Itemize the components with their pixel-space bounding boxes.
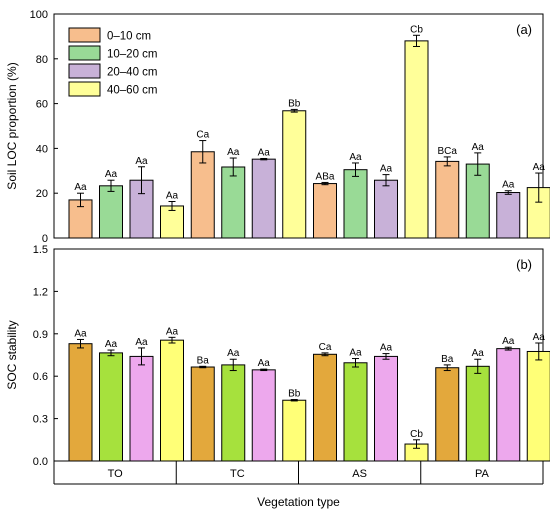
bar-significance-label: Aa — [349, 152, 362, 163]
bar-significance-label: Aa — [227, 147, 240, 158]
y-tick-label: 1.5 — [33, 244, 48, 256]
bar-significance-label: Aa — [349, 348, 362, 359]
y-tick-label: 60 — [36, 99, 48, 111]
bar-significance-label: ABa — [316, 171, 335, 182]
bar — [221, 364, 246, 462]
y-axis-title: Soil LOC proportion (%) — [5, 62, 19, 189]
bar — [496, 192, 521, 239]
x-category-label: AS — [352, 468, 367, 480]
bar — [68, 343, 93, 462]
y-tick-label: 0 — [42, 233, 48, 245]
bar — [129, 355, 154, 462]
bar — [190, 366, 215, 462]
bar-significance-label: Aa — [135, 156, 148, 167]
legend-swatch — [68, 63, 101, 79]
legend-swatch — [68, 27, 101, 43]
bar — [221, 166, 246, 239]
bar-significance-label: Cb — [410, 429, 423, 440]
y-tick-label: 0.6 — [33, 371, 48, 383]
bar-significance-label: Aa — [74, 182, 87, 193]
x-category-label: TC — [230, 468, 245, 480]
bar-significance-label: Aa — [380, 343, 393, 354]
bar-significance-label: Bb — [288, 98, 301, 109]
y-tick-label: 0.9 — [33, 329, 48, 341]
bar — [160, 339, 184, 462]
bar — [435, 160, 460, 239]
bar — [282, 399, 307, 462]
bar-significance-label: Aa — [135, 337, 148, 348]
bar-significance-label: Aa — [533, 162, 546, 173]
bar-significance-label: Ba — [197, 355, 210, 366]
x-axis-title: Vegetation type — [257, 495, 340, 509]
panel-label: (b) — [516, 257, 532, 272]
x-category-label: PA — [475, 468, 490, 480]
legend-label: 0–10 cm — [107, 31, 151, 43]
bar — [313, 353, 337, 462]
bar-significance-label: Aa — [472, 142, 485, 153]
bar-significance-label: Aa — [74, 328, 87, 339]
legend-label: 10–20 cm — [107, 49, 158, 61]
bar — [251, 158, 276, 239]
y-tick-label: 1.2 — [33, 286, 48, 298]
bar — [526, 350, 550, 462]
bar-significance-label: Aa — [502, 180, 515, 191]
bar-significance-label: Cb — [410, 24, 423, 35]
bar — [496, 348, 521, 462]
legend-label: 20–40 cm — [107, 67, 158, 79]
bar — [282, 110, 307, 239]
panel-label: (a) — [516, 22, 532, 37]
bar-significance-label: Aa — [227, 348, 240, 359]
legend-label: 40–60 cm — [107, 85, 158, 97]
x-category-label: TO — [108, 468, 124, 480]
bar-significance-label: Ca — [319, 342, 332, 353]
y-axis-title: SOC stability — [5, 320, 19, 389]
bar-significance-label: Aa — [472, 348, 485, 359]
bar-significance-label: Aa — [105, 339, 118, 350]
y-tick-label: 0.3 — [33, 414, 48, 426]
bar — [99, 352, 123, 462]
bar-significance-label: Aa — [166, 326, 179, 337]
legend-swatch — [68, 45, 101, 61]
bar-significance-label: Aa — [380, 164, 393, 175]
bar — [343, 362, 368, 462]
bar-significance-label: Aa — [258, 358, 271, 369]
bar-significance-label: Ca — [196, 130, 209, 141]
bar — [404, 40, 429, 239]
bar-significance-label: Aa — [166, 190, 179, 201]
bar — [374, 179, 398, 239]
bar — [374, 355, 398, 462]
bar — [465, 365, 490, 462]
y-tick-label: 0.0 — [33, 456, 48, 468]
bar-significance-label: Bb — [288, 389, 301, 400]
legend-swatch — [68, 81, 101, 97]
bar-significance-label: Ba — [441, 354, 454, 365]
y-tick-label: 80 — [36, 54, 48, 66]
y-tick-label: 100 — [30, 9, 48, 21]
bar-significance-label: Aa — [502, 336, 515, 347]
bar — [343, 169, 368, 239]
bar-significance-label: BCa — [438, 146, 458, 157]
y-tick-label: 40 — [36, 143, 48, 155]
bar — [99, 185, 123, 239]
bar-significance-label: Aa — [105, 169, 118, 180]
bar-significance-label: Aa — [533, 332, 546, 343]
bar — [313, 183, 337, 239]
bar-significance-label: Aa — [258, 147, 271, 158]
bar — [435, 367, 460, 462]
y-tick-label: 20 — [36, 188, 48, 200]
bar — [251, 369, 276, 462]
bar — [190, 151, 215, 239]
